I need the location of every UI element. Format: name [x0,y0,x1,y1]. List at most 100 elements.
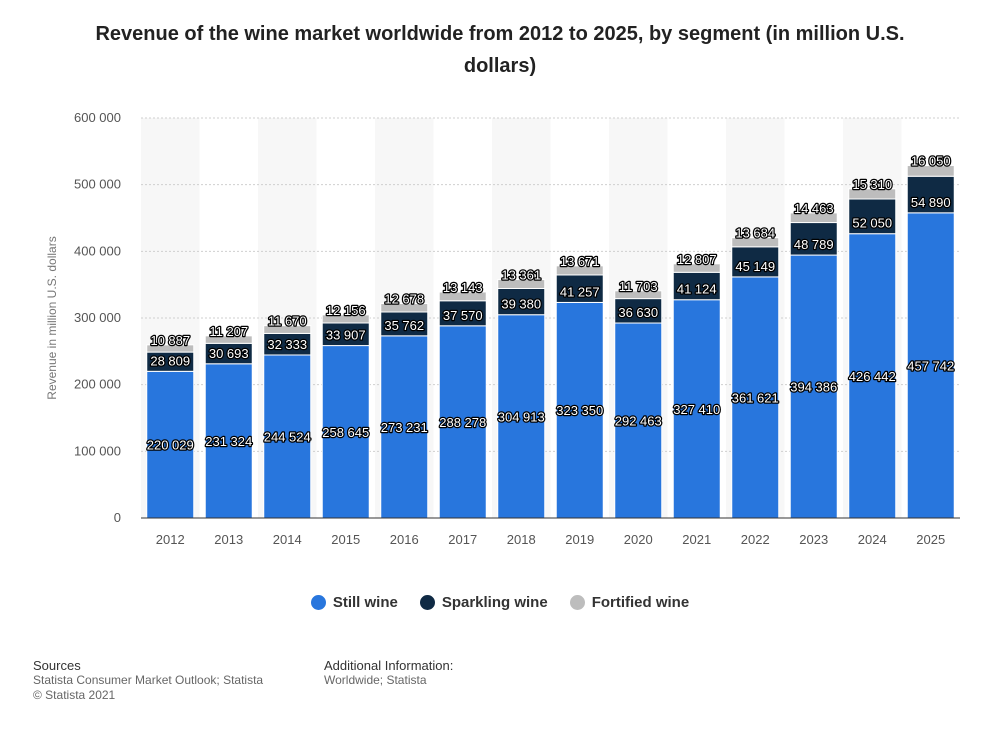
legend-marker-sparkling-wine [419,595,435,610]
data-label-still-wine: 273 231 [381,420,428,435]
bar-fortified-wine [555,265,604,276]
bar-fortified-wine [789,212,838,224]
data-label-fortified-wine: 12 156 [326,303,366,318]
data-label-fortified-wine: 11 670 [268,314,307,329]
data-label-sparkling-wine: 41 257 [560,284,600,299]
legend-label-sparkling-wine: Sparkling wine [441,594,548,611]
data-label-sparkling-wine: 52 050 [852,216,892,231]
y-tick-label: 100 000 [74,443,121,458]
data-label-fortified-wine: 13 143 [443,280,483,295]
bar-sparkling-wine [438,300,487,327]
copyright-text: © Statista 2021 [33,688,116,702]
data-label-fortified-wine: 16 050 [911,154,951,169]
bar-still-wine [204,363,253,519]
sources-title: Sources [33,658,81,673]
data-label-still-wine: 327 410 [673,402,720,417]
additional-info-title: Additional Information: [324,658,454,673]
data-label-sparkling-wine: 33 907 [326,328,366,343]
x-tick-label: 2024 [858,532,887,547]
x-tick-label: 2017 [448,532,477,547]
data-label-still-wine: 231 324 [205,434,252,449]
legend-label-fortified-wine: Fortified wine [591,594,690,611]
data-label-still-wine: 394 386 [790,380,837,395]
bar-still-wine [146,370,195,519]
data-label-still-wine: 288 278 [439,415,486,430]
legend-item-still-wine[interactable]: Still wine [310,594,398,611]
x-tick-label: 2019 [565,532,594,547]
chart-title: Revenue of the wine market worldwide fro… [95,23,905,77]
sources-block: Sources Statista Consumer Market Outlook… [33,658,263,703]
bar-fortified-wine [204,335,253,344]
data-label-fortified-wine: 10 887 [150,333,190,348]
x-tick-label: 2012 [156,532,185,547]
data-label-fortified-wine: 15 310 [852,177,892,192]
data-label-sparkling-wine: 48 789 [794,237,834,252]
chart: 0 100 000 200 000 300 000 400 000 500 000 600 … [45,110,960,547]
bar-sparkling-wine [906,175,955,214]
data-label-fortified-wine: 13 671 [560,254,600,269]
data-label-sparkling-wine: 35 762 [384,318,424,333]
data-label-still-wine: 457 742 [907,358,954,373]
data-label-fortified-wine: 13 684 [735,226,775,241]
data-label-sparkling-wine: 39 380 [501,297,541,312]
data-label-fortified-wine: 14 463 [794,201,834,216]
y-axis-title: Revenue in million U.S. dollars [45,236,59,399]
legend-item-fortified-wine[interactable]: Fortified wine [569,594,690,611]
bar-still-wine [438,325,487,519]
bar-sparkling-wine [731,246,780,278]
y-tick-label: 600 000 [74,110,121,125]
legend-item-sparkling-wine[interactable]: Sparkling wine [419,594,548,611]
data-label-still-wine: 244 524 [264,429,311,444]
legend-marker-fortified-wine [569,595,585,610]
bar-fortified-wine [906,165,955,177]
data-label-sparkling-wine: 37 570 [443,308,483,323]
x-tick-label: 2023 [799,532,828,547]
additional-info-block: Additional Information: Worldwide; Stati… [324,658,453,688]
bar-still-wine [906,212,955,519]
x-tick-label: 2018 [507,532,536,547]
x-tick-label: 2025 [916,532,945,547]
bar-fortified-wine [321,314,370,324]
bar-still-wine [614,322,663,519]
bar-still-wine [555,301,604,519]
bar-fortified-wine [614,290,663,300]
bar-fortified-wine [146,344,195,353]
x-tick-label: 2013 [214,532,243,547]
sources-text: Statista Consumer Market Outlook; Statis… [33,673,264,687]
y-tick-label: 500 000 [74,177,121,192]
bar-sparkling-wine [672,271,721,301]
data-label-still-wine: 292 463 [615,414,662,429]
legend-label-still-wine: Still wine [332,594,398,611]
data-label-still-wine: 323 350 [556,403,603,418]
data-label-fortified-wine: 12 807 [677,252,717,267]
bar-sparkling-wine [614,298,663,324]
y-tick-label: 300 000 [74,310,121,325]
bar-fortified-wine [380,303,429,313]
data-label-sparkling-wine: 32 333 [267,337,307,352]
bar-fortified-wine [848,188,897,200]
data-label-still-wine: 258 645 [322,425,369,440]
bar-fortified-wine [497,279,546,289]
data-label-sparkling-wine: 36 630 [618,305,658,320]
x-tick-label: 2020 [624,532,653,547]
bar-fortified-wine [672,263,721,273]
bar-fortified-wine [731,237,780,248]
legend-marker-still-wine [310,595,326,610]
x-tick-label: 2016 [390,532,419,547]
data-label-still-wine: 426 442 [849,369,896,384]
data-label-fortified-wine: 11 207 [209,324,248,339]
y-tick-label: 200 000 [74,377,121,392]
data-label-sparkling-wine: 28 809 [150,353,190,368]
data-label-sparkling-wine: 54 890 [911,195,951,210]
bar-fortified-wine [263,325,312,334]
bar-still-wine [789,254,838,519]
y-tick-label: 0 [114,510,121,525]
data-label-still-wine: 361 621 [732,390,779,405]
bar-still-wine [672,299,721,519]
data-label-fortified-wine: 11 703 [619,279,658,294]
x-tick-label: 2021 [682,532,711,547]
data-label-sparkling-wine: 30 693 [209,346,249,361]
bar-fortified-wine [438,291,487,302]
data-label-still-wine: 304 913 [498,409,545,424]
data-label-fortified-wine: 12 678 [384,292,424,307]
